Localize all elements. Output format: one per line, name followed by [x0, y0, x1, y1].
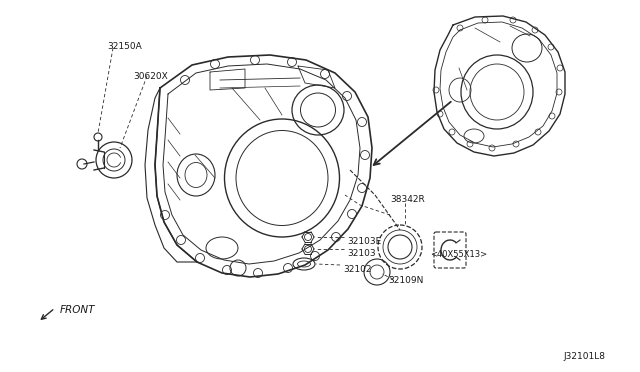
Text: J32101L8: J32101L8 [563, 352, 605, 361]
Text: 32103E: 32103E [347, 237, 381, 246]
Text: <40X55X13>: <40X55X13> [430, 250, 487, 259]
Text: FRONT: FRONT [60, 305, 95, 315]
Text: 32109N: 32109N [388, 276, 424, 285]
Text: 38342R: 38342R [390, 195, 425, 204]
Text: 32103: 32103 [347, 249, 376, 258]
Text: 32150A: 32150A [107, 42, 141, 51]
Text: 30620X: 30620X [133, 72, 168, 81]
Text: 32102: 32102 [343, 265, 371, 274]
